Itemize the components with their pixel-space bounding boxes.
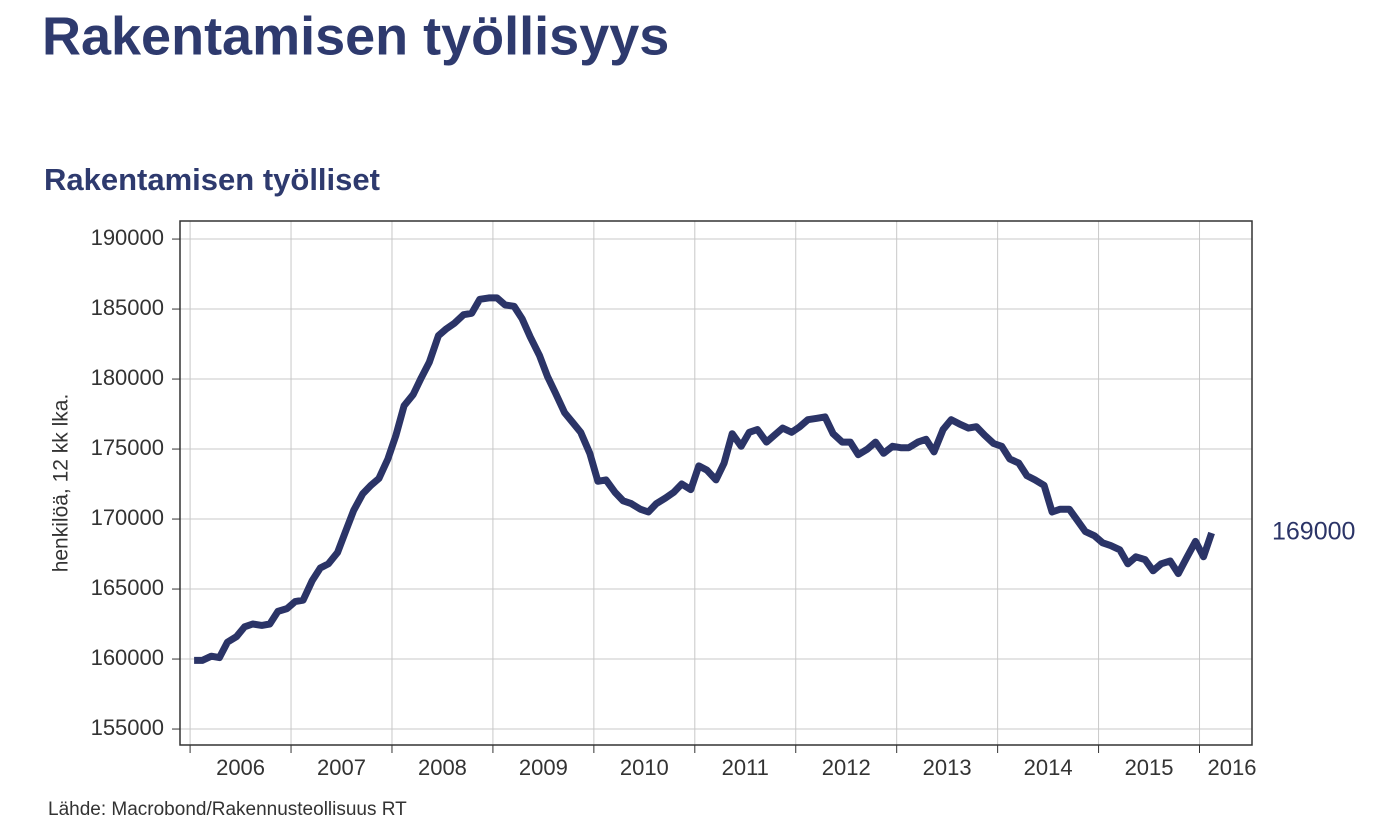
end-value-label: 169000 <box>1272 518 1355 546</box>
x-tick-label: 2016 <box>1208 755 1257 780</box>
data-line <box>194 294 1215 664</box>
y-tick-label: 160000 <box>91 645 164 670</box>
x-tick-label: 2015 <box>1125 755 1174 780</box>
x-tick-label: 2010 <box>620 755 669 780</box>
x-tick-label: 2009 <box>519 755 568 780</box>
y-tick-label: 155000 <box>91 715 164 740</box>
x-tick-label: 2006 <box>216 755 265 780</box>
y-tick-label: 170000 <box>91 505 164 530</box>
y-tick-label: 180000 <box>91 365 164 390</box>
source-note: Lähde: Macrobond/Rakennusteollisuus RT <box>48 799 407 820</box>
y-tick-label: 175000 <box>91 435 164 460</box>
y-tick-label: 190000 <box>91 225 164 250</box>
x-tick-label: 2013 <box>923 755 972 780</box>
y-axis-label: henkilöä, 12 kk lka. <box>50 394 73 573</box>
plot-frame <box>179 220 1253 746</box>
chart-subtitle: Rakentamisen työlliset <box>44 162 380 197</box>
x-tick-label: 2011 <box>722 755 769 780</box>
y-tick-label: 185000 <box>91 295 164 320</box>
x-tick-label: 2012 <box>822 755 871 780</box>
page-title: Rakentamisen työllisyys <box>42 6 669 66</box>
y-tick-label: 165000 <box>91 575 164 600</box>
x-tick-label: 2014 <box>1024 755 1073 780</box>
x-tick-label: 2007 <box>317 755 366 780</box>
x-tick-label: 2008 <box>418 755 467 780</box>
